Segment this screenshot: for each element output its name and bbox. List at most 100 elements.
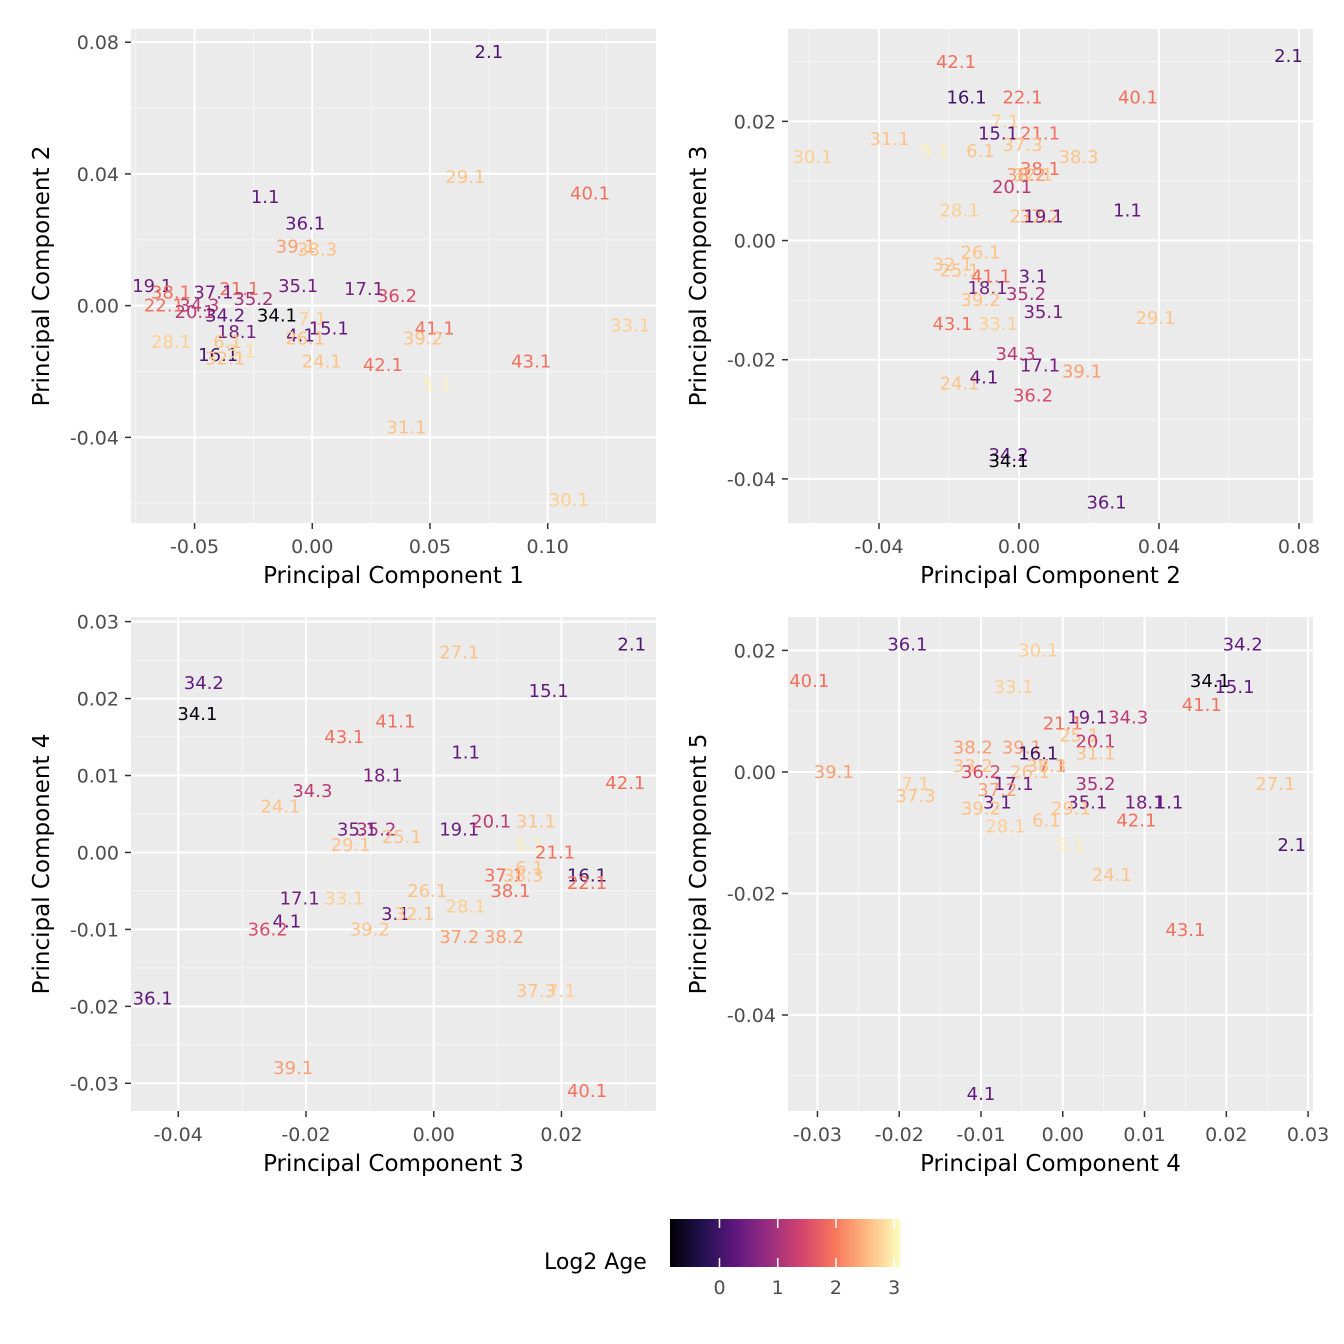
point-label: 38.3 [1026,756,1066,777]
point-label: 39.1 [1002,738,1042,759]
point-label: 33.1 [324,889,364,910]
point-label: 28.1 [151,332,191,353]
point-label: 37.1 [484,866,524,887]
y-tick-label: 0.00 [77,842,119,864]
point-label: 4.1 [286,325,315,346]
x-tick-label: 0.01 [1123,1124,1165,1146]
y-tick-label: -0.04 [727,469,776,491]
point-label: 37.2 [439,927,479,948]
point-label: 31.1 [386,417,426,438]
point-label: 36.1 [285,213,325,234]
point-label: 32.1 [932,254,972,275]
point-label: 21.1 [1043,713,1083,734]
x-tick-label: 0.02 [1205,1124,1247,1146]
point-label: 35.1 [278,276,318,297]
x-tick-label: -0.05 [170,536,219,558]
panels: -0.05 0.00 0.05 0.10 -0.04 0.00 0.04 0.08 Princi… [29,29,1329,1177]
point-label: 20.1 [1075,732,1115,753]
point-label: 38.3 [297,240,337,261]
point-label: 6.1 [213,332,242,353]
point-label: 35.2 [1006,284,1046,305]
point-label: 5.1 [423,375,452,396]
point-label: 36.1 [887,634,927,655]
y-tick-label: 0.00 [77,296,119,318]
y-tick-label: 0.02 [77,689,119,711]
y-tick-label: -0.02 [727,883,776,905]
pca-panel-2: -0.04 0.00 0.04 0.08 -0.04 -0.02 0.00 0.02 Princ… [686,29,1320,589]
x-tick-label: -0.01 [956,1124,1005,1146]
x-tick-label: 0.03 [1287,1124,1329,1146]
point-label: 1.1 [1155,792,1184,813]
point-label: 7.1 [991,111,1020,132]
point-label: 43.1 [324,727,364,748]
y-tick-label: -0.02 [70,996,119,1018]
point-label: 35.1 [1067,792,1107,813]
point-label: 31.1 [516,812,556,833]
point-label: 41.1 [415,319,455,340]
point-label: 25.1 [1059,725,1099,746]
x-tick-label: 0.10 [527,536,569,558]
point-label: 36.2 [1013,385,1053,406]
point-label: 1.1 [1113,201,1142,222]
y-tick-label: 0.08 [77,32,119,54]
point-label: 34.2 [1223,634,1263,655]
x-tick-label: 0.00 [998,536,1040,558]
point-label: 42.1 [1116,811,1156,832]
point-label: 31.1 [869,129,909,150]
y-axis-title: Principal Component 4 [29,734,55,995]
point-label: 42.1 [936,52,976,73]
point-label: 20.1 [471,812,511,833]
point-label: 38.1 [490,881,530,902]
point-label: 28.1 [985,817,1025,838]
point-label: 35.1 [1023,302,1063,323]
point-label: 17.1 [994,774,1034,795]
point-label: 19.1 [132,276,172,297]
point-label: 24.1 [939,374,979,395]
point-label: 26.1 [285,329,325,350]
point-label: 5.1 [227,342,256,363]
point-label: 27.1 [439,642,479,663]
point-label: 29.1 [1135,308,1175,329]
point-label: 36.2 [961,762,1001,783]
point-label: 21.1 [1020,123,1060,144]
point-label: 16.1 [567,866,607,887]
point-label: 35.2 [233,289,273,310]
y-tick-label: -0.04 [727,1005,776,1027]
point-label: 26.1 [960,242,1000,263]
point-label: 34.2 [184,673,224,694]
point-label: 34.2 [988,445,1028,466]
y-tick-label: 0.04 [77,164,119,186]
point-label: 39.1 [276,236,316,257]
point-label: 34.1 [257,306,297,327]
point-label: 15.1 [529,681,569,702]
point-label: 39.1 [1062,362,1102,383]
point-label: 19.1 [439,819,479,840]
point-label: 35.1 [337,819,377,840]
point-label: 39.1 [814,762,854,783]
point-label: 41.1 [971,266,1011,287]
point-label: 15.1 [1214,677,1254,698]
y-tick-label: 0.00 [734,231,776,253]
y-tick-label: 0.02 [734,640,776,662]
point-label: 2.1 [1274,46,1303,67]
pca-panel-4: -0.03 -0.02 -0.01 0.00 0.01 0.02 0.03 -0.04 -0.0… [686,617,1329,1177]
x-tick-label: -0.02 [875,1124,924,1146]
x-tick-label: 0.00 [413,1124,455,1146]
point-label: 15.1 [309,319,349,340]
point-label: 43.1 [511,352,551,373]
point-label: 33.1 [610,315,650,336]
point-label: 24.1 [260,796,300,817]
point-label: 6.1 [515,858,544,879]
legend-colorbar [670,1219,900,1267]
point-label: 1.1 [251,187,280,208]
point-label: 18.1 [363,766,403,787]
point-label: 19.1 [1023,207,1063,228]
point-label: 25.1 [382,827,422,848]
y-axis-title: Principal Component 3 [686,146,712,407]
point-label: 26.1 [407,881,447,902]
x-tick-label: 0.00 [291,536,333,558]
point-label: 37.3 [516,981,556,1002]
point-label: 37.1 [1026,756,1066,777]
point-label: 21.1 [219,279,259,300]
point-label: 38.3 [1058,147,1098,168]
